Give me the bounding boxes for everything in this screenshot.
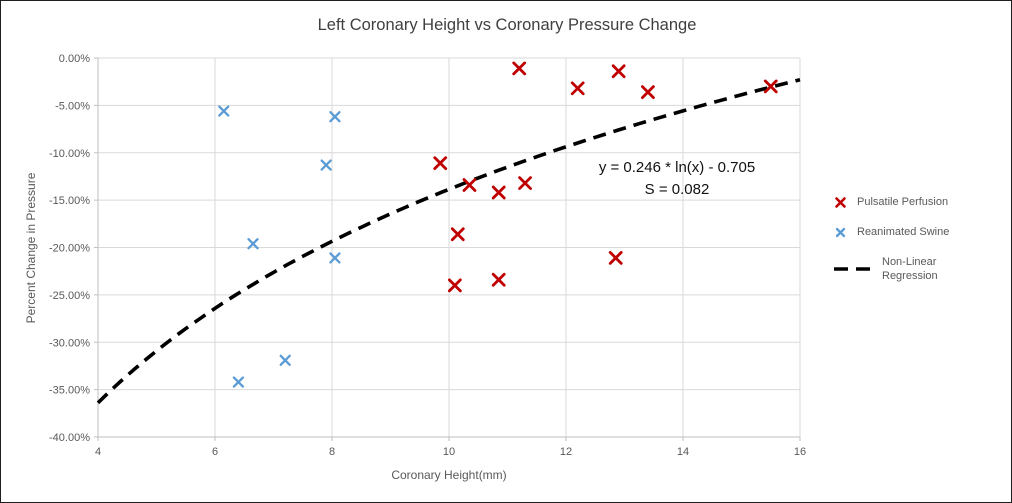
marker-pulsatile-perfusion [450, 227, 465, 242]
legend-label-regression: Non-Linear Regression [882, 256, 938, 282]
marker-reanimated-swine [279, 354, 291, 366]
marker-pulsatile-perfusion [433, 156, 448, 171]
y-tick-label: -40.00% [49, 432, 90, 444]
y-tick-label: -5.00% [55, 100, 90, 112]
y-tick-label: -30.00% [49, 337, 90, 349]
marker-reanimated-swine [329, 111, 341, 123]
marker-pulsatile-perfusion [763, 79, 778, 94]
reanimated-x-marker-path [835, 227, 846, 237]
x-tick-label: 6 [212, 446, 218, 458]
legend-item-reanimated-swine: Reanimated Swine [834, 225, 1004, 239]
y-tick-label: 0.00% [59, 53, 90, 65]
x-tick-label: 12 [560, 446, 572, 458]
y-tick-label: -20.00% [49, 243, 90, 255]
reanimated-x-marker-icon [835, 227, 846, 237]
x-tick-label: 8 [329, 446, 335, 458]
marker-reanimated-swine [329, 252, 341, 264]
x-tick-label: 14 [677, 446, 689, 458]
marker-pulsatile-perfusion [447, 278, 462, 293]
regression-s-value: S = 0.082 [644, 181, 710, 198]
y-tick-label: -35.00% [49, 385, 90, 397]
legend-item-regression: Non-Linear Regression [834, 255, 1004, 283]
y-tick-label: -25.00% [49, 290, 90, 302]
regression-dash-icon [834, 267, 872, 271]
x-tick-label: 16 [794, 446, 806, 458]
pulsatile-x-marker-icon [835, 196, 846, 208]
marker-reanimated-swine [247, 238, 259, 250]
pulsatile-x-marker-path [835, 196, 846, 208]
x-tick-label: 10 [443, 446, 455, 458]
marker-reanimated-swine [320, 159, 332, 171]
x-axis-title: Coronary Height(mm) [391, 468, 507, 482]
x-tick-label: 4 [95, 446, 101, 458]
marker-pulsatile-perfusion [462, 178, 477, 192]
marker-reanimated-swine [232, 376, 245, 388]
y-tick-label: -15.00% [49, 195, 90, 207]
regression-equation: y = 0.246 * ln(x) - 0.705 [598, 159, 756, 176]
regression-annotation: y = 0.246 * ln(x) - 0.705 S = 0.082 [557, 157, 797, 201]
marker-pulsatile-perfusion [608, 251, 623, 265]
marker-pulsatile-perfusion [570, 81, 585, 96]
marker-pulsatile-perfusion [611, 64, 626, 79]
chart-title: Left Coronary Height vs Coronary Pressur… [317, 16, 697, 34]
y-tick-label: -10.00% [49, 148, 90, 160]
legend-label-reanimated-swine: Reanimated Swine [857, 226, 950, 238]
marker-pulsatile-perfusion [491, 272, 506, 287]
y-axis-title: Percent Change in Pressure [24, 172, 38, 324]
marker-pulsatile-perfusion [512, 61, 527, 76]
regression-curve [96, 77, 801, 405]
legend-label-pulsatile-perfusion: Pulsatile Perfusion [857, 196, 949, 208]
marker-pulsatile-perfusion [641, 85, 655, 100]
marker-pulsatile-perfusion [491, 185, 506, 200]
legend-item-pulsatile-perfusion: Pulsatile Perfusion [834, 195, 1004, 209]
marker-pulsatile-perfusion [518, 176, 532, 190]
marker-reanimated-swine [218, 105, 230, 117]
legend: Pulsatile Perfusion Reanimated Swine Non… [834, 195, 1004, 299]
